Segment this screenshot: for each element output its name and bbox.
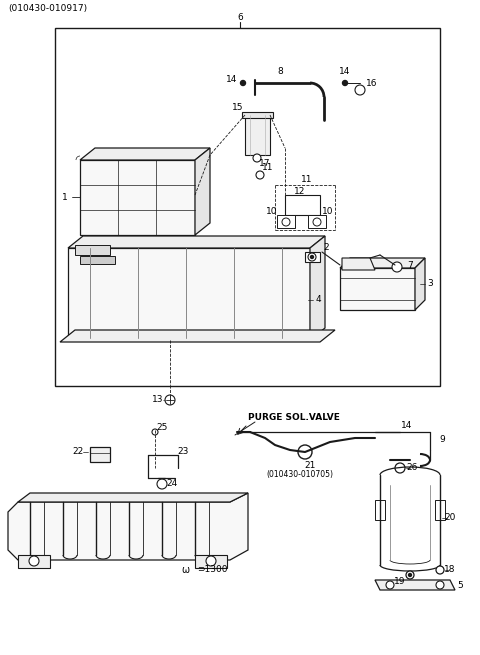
- Circle shape: [282, 218, 290, 226]
- Polygon shape: [375, 500, 385, 520]
- Circle shape: [298, 445, 312, 459]
- Text: 24: 24: [167, 479, 178, 489]
- Circle shape: [355, 85, 365, 95]
- Text: 22: 22: [72, 447, 84, 457]
- Text: 2: 2: [323, 244, 329, 252]
- Text: 16: 16: [366, 79, 378, 88]
- Polygon shape: [415, 258, 425, 310]
- Circle shape: [408, 574, 411, 576]
- Polygon shape: [90, 447, 110, 462]
- Circle shape: [256, 171, 264, 179]
- Polygon shape: [340, 268, 415, 310]
- Text: 10: 10: [266, 208, 278, 217]
- Text: 19: 19: [394, 578, 406, 586]
- Polygon shape: [242, 112, 273, 118]
- Text: 10: 10: [322, 208, 334, 217]
- Circle shape: [343, 81, 348, 86]
- Polygon shape: [375, 580, 455, 590]
- Polygon shape: [195, 555, 227, 568]
- Text: 5: 5: [457, 580, 463, 590]
- Text: ω: ω: [181, 565, 189, 575]
- Text: 25: 25: [156, 424, 168, 432]
- Circle shape: [165, 395, 175, 405]
- Polygon shape: [305, 252, 320, 262]
- Polygon shape: [342, 258, 375, 270]
- Text: 15: 15: [232, 102, 244, 111]
- Circle shape: [386, 581, 394, 589]
- Circle shape: [240, 81, 245, 86]
- Polygon shape: [277, 215, 295, 228]
- Circle shape: [157, 479, 167, 489]
- Polygon shape: [80, 256, 115, 264]
- Text: 9: 9: [439, 436, 445, 445]
- Text: 21: 21: [304, 460, 316, 470]
- Circle shape: [392, 262, 402, 272]
- Polygon shape: [80, 160, 195, 235]
- Text: 23: 23: [177, 447, 189, 457]
- Polygon shape: [68, 248, 310, 340]
- Text: 26: 26: [406, 464, 418, 472]
- Polygon shape: [308, 215, 326, 228]
- Polygon shape: [310, 236, 325, 340]
- Circle shape: [152, 429, 158, 435]
- Circle shape: [206, 556, 216, 566]
- Circle shape: [29, 556, 39, 566]
- Text: 20: 20: [444, 514, 456, 523]
- Polygon shape: [68, 236, 325, 248]
- Text: PURGE SOL.VALVE: PURGE SOL.VALVE: [248, 413, 340, 422]
- Circle shape: [308, 253, 316, 261]
- Polygon shape: [75, 245, 110, 255]
- Text: ⊃1300: ⊃1300: [197, 565, 228, 574]
- Circle shape: [311, 255, 313, 259]
- Text: (010430-010917): (010430-010917): [8, 3, 87, 12]
- Polygon shape: [60, 330, 335, 342]
- Circle shape: [395, 463, 405, 473]
- Polygon shape: [18, 493, 248, 502]
- Circle shape: [159, 481, 165, 487]
- Text: 17: 17: [259, 159, 271, 168]
- Text: 14: 14: [401, 422, 413, 430]
- Text: 6: 6: [237, 14, 243, 22]
- Text: 18: 18: [444, 565, 456, 574]
- Text: 3: 3: [427, 280, 433, 288]
- Text: 1: 1: [62, 193, 68, 202]
- Text: 4: 4: [315, 295, 321, 305]
- Text: 14: 14: [339, 67, 351, 77]
- Bar: [55, 28, 440, 386]
- Polygon shape: [285, 195, 320, 215]
- Text: 11: 11: [301, 176, 313, 185]
- Text: 7: 7: [407, 261, 413, 269]
- Polygon shape: [80, 148, 210, 160]
- Text: 11: 11: [262, 164, 274, 172]
- Polygon shape: [195, 148, 210, 235]
- Circle shape: [253, 154, 261, 162]
- Circle shape: [436, 566, 444, 574]
- Polygon shape: [8, 493, 248, 560]
- Circle shape: [436, 581, 444, 589]
- Text: 12: 12: [294, 187, 306, 196]
- Text: 13: 13: [152, 396, 164, 405]
- Polygon shape: [435, 500, 445, 520]
- Circle shape: [313, 218, 321, 226]
- Polygon shape: [245, 115, 270, 155]
- Polygon shape: [18, 555, 50, 568]
- Text: (010430-010705): (010430-010705): [266, 470, 334, 479]
- Text: 14: 14: [226, 75, 238, 84]
- Circle shape: [406, 571, 414, 579]
- Polygon shape: [340, 258, 425, 268]
- Text: 8: 8: [277, 67, 283, 77]
